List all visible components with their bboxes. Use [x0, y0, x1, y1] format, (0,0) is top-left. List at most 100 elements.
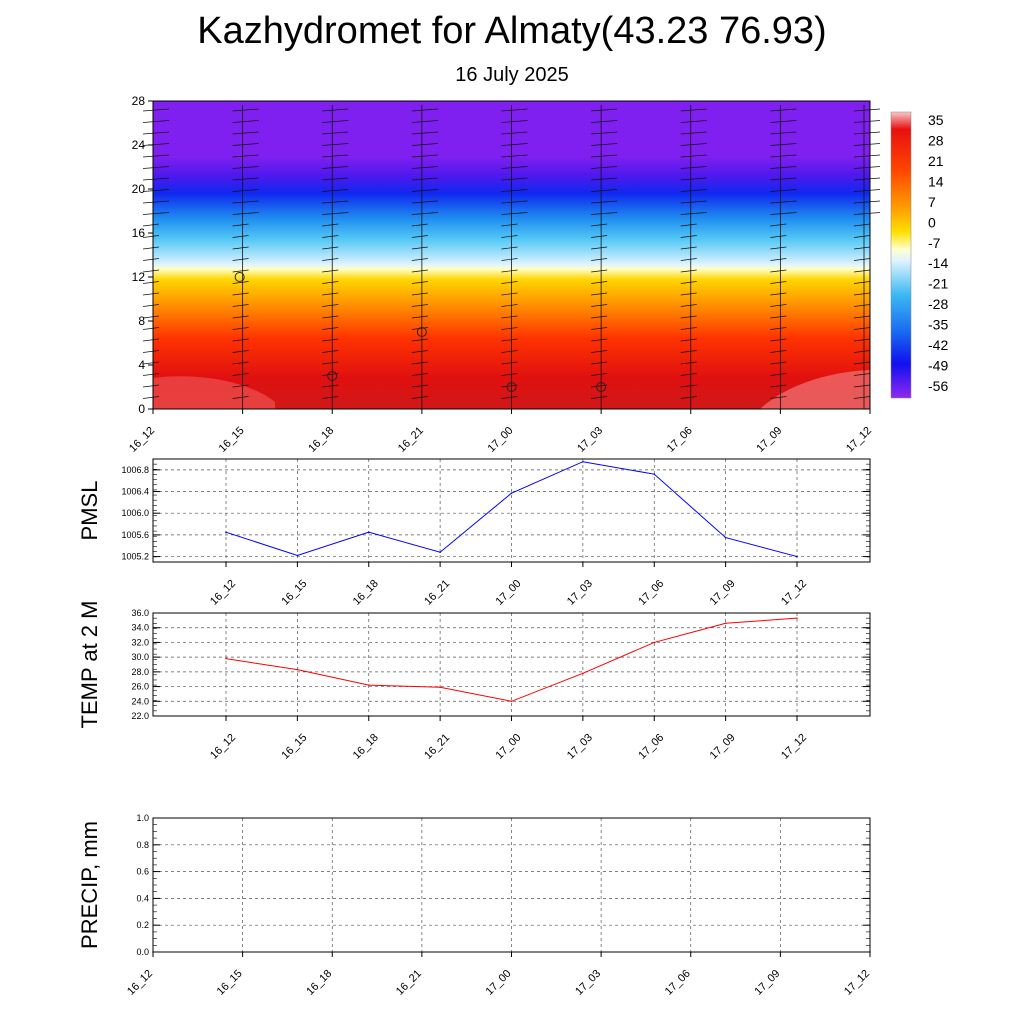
y-tick-label: 4	[138, 358, 145, 372]
barb-feather	[591, 246, 608, 250]
x-tick-label: 17_06	[663, 968, 693, 998]
barb-feather	[853, 223, 871, 227]
barb-feather	[853, 292, 871, 296]
x-tick-label: 17_09	[708, 732, 738, 762]
colorbar-label: 0	[928, 214, 936, 230]
barb-feather	[142, 246, 160, 250]
barb-feather	[232, 154, 259, 158]
barb-feather	[322, 361, 339, 365]
x-axis: 16_12 16_15 16_18 16_21 17_00 17_03 17_06 17_09…	[127, 409, 874, 455]
barb-feather	[853, 269, 871, 273]
barb-feather	[411, 384, 428, 388]
y-axis-label: PRECIP, mm	[77, 821, 102, 949]
barb-feather	[853, 315, 871, 319]
barb-feather	[770, 200, 797, 204]
calm-marker	[234, 272, 245, 282]
barb-feather	[232, 338, 249, 342]
barb-feather	[591, 396, 608, 399]
barb-feather	[142, 235, 160, 238]
data-point	[296, 554, 299, 557]
wind-barb-column	[232, 105, 259, 409]
x-tick-label: 16_12	[208, 732, 238, 762]
data-point	[439, 551, 441, 554]
barb-feather	[322, 131, 349, 135]
barb-feather	[142, 315, 160, 319]
barb-feather	[142, 212, 170, 215]
barb-feather	[142, 281, 160, 284]
barb-feather	[770, 166, 797, 169]
wind-barb-column	[853, 105, 881, 409]
barb-feather	[501, 258, 518, 261]
y-tick-label: 22.0	[131, 711, 149, 721]
barb-feather	[142, 154, 170, 158]
wind-barb-column	[411, 105, 438, 409]
barb-feather	[591, 384, 608, 388]
barb-feather	[591, 258, 608, 261]
barb-feather	[322, 235, 339, 238]
y-tick-label: 1.0	[136, 813, 149, 823]
barb-feather	[142, 120, 170, 123]
barb-feather	[853, 108, 881, 112]
colorbar-label: -14	[928, 255, 948, 271]
barb-feather	[680, 384, 697, 388]
barb-feather	[142, 384, 160, 388]
barb-feather	[322, 120, 349, 123]
barb-feather	[591, 200, 618, 204]
barb-feather	[591, 269, 608, 273]
barb-feather	[770, 269, 787, 273]
barb-feather	[501, 350, 518, 353]
calm-markers	[234, 272, 607, 392]
barb-feather	[322, 350, 339, 353]
barb-feather	[853, 143, 881, 146]
temp-2m-panel: 22.0 24.0 26.0 28.0 30.0 32.0 34.0 36.0 16_12 16_…	[77, 601, 871, 762]
barb-feather	[322, 200, 349, 204]
colorbar-label: 21	[928, 153, 944, 169]
barb-feather	[232, 304, 249, 307]
calm-marker	[506, 382, 517, 392]
barb-feather	[680, 223, 697, 227]
barb-feather	[411, 338, 428, 342]
data-point	[225, 657, 227, 660]
barb-feather	[411, 281, 428, 284]
wind-barb-column	[501, 105, 528, 409]
barb-feather	[232, 131, 259, 135]
barb-feather	[232, 327, 249, 330]
x-tick-label: 16_21	[396, 425, 426, 455]
barb-feather	[232, 177, 259, 181]
barb-feather	[853, 281, 871, 284]
calm-marker	[416, 327, 427, 337]
barb-feather	[142, 223, 160, 227]
barb-feather	[142, 166, 170, 169]
barb-feather	[680, 338, 697, 342]
barb-feather	[411, 131, 438, 135]
barb-feather	[142, 350, 160, 353]
barb-feather	[501, 292, 518, 296]
plot-frame	[152, 458, 871, 563]
barb-feather	[853, 373, 871, 376]
barb-feather	[680, 269, 697, 273]
barb-feather	[232, 384, 249, 388]
barb-feather	[501, 166, 528, 169]
barb-feather	[322, 189, 349, 192]
y-tick-label: 1005.2	[121, 552, 149, 562]
barb-feather	[680, 315, 697, 319]
colorbar-label: -7	[928, 235, 941, 251]
barb-feather	[322, 143, 349, 146]
barb-feather	[770, 327, 787, 330]
barb-feather	[770, 143, 797, 146]
x-tick-label: 16_12	[208, 578, 238, 608]
data-point	[724, 622, 727, 625]
barb-feather	[680, 361, 697, 365]
barb-feather	[770, 361, 787, 365]
barb-feather	[411, 373, 428, 376]
barb-feather	[142, 200, 170, 204]
x-tick-label: 17_12	[844, 425, 874, 455]
barb-feather	[232, 373, 249, 376]
x-tick-label: 16_15	[279, 732, 309, 762]
wind-barb-column	[591, 105, 618, 409]
barb-feather	[591, 327, 608, 330]
barb-feather	[142, 177, 170, 181]
barb-feather	[770, 120, 797, 123]
data-point	[796, 617, 798, 619]
